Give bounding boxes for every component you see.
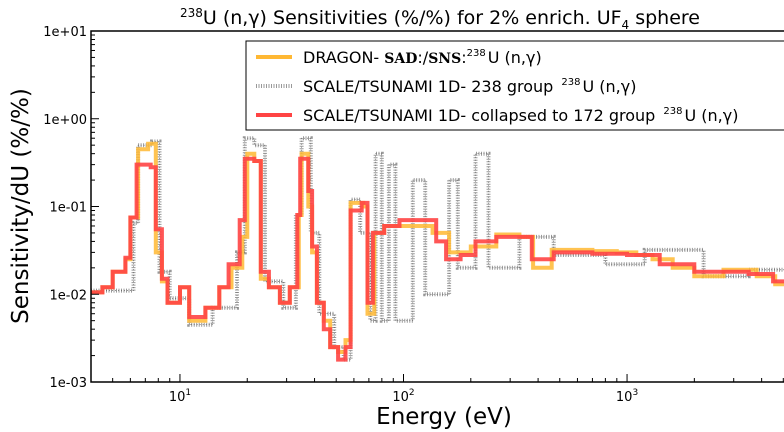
legend-label-scale172: SCALE/TSUNAMI 1D- collapsed to 172 group… — [303, 106, 738, 125]
series-line-dragon — [91, 141, 784, 354]
series-dragon — [91, 141, 784, 354]
y-tick-label: 1e-01 — [49, 201, 87, 216]
x-tick-label: 101 — [169, 388, 191, 405]
series-layer — [91, 136, 784, 362]
title-subscript: 4 — [622, 18, 630, 32]
series-line-scale172 — [91, 156, 784, 362]
y-tick-label: 1e-03 — [49, 376, 87, 391]
chart-title: 238U (n,γ) Sensitivities (%/%) for 2% en… — [180, 6, 700, 32]
y-tick-label: 1e+00 — [43, 113, 87, 128]
legend: DRAGON- SAD:/SNS:238 U (n,γ) SCALE/TSUNAM… — [245, 40, 784, 131]
x-axis-label: Energy (eV) — [376, 404, 512, 430]
x-tick-label: 102 — [392, 388, 414, 405]
legend-box — [245, 40, 784, 131]
ticks-layer: 1e+01 1e+00 1e-01 1e-02 1e-03 101 102 103 — [43, 25, 784, 405]
legend-label-dragon: DRAGON- SAD:/SNS:238 U (n,γ) — [303, 48, 542, 67]
title-main: U (n,γ) Sensitivities (%/%) for 2% enric… — [203, 7, 622, 29]
series-scale238 — [91, 136, 784, 362]
series-scale172 — [91, 156, 784, 362]
y-axis-label: Sensitivity/dU (%/%) — [8, 88, 34, 324]
y-tick-label: 1e-02 — [49, 288, 87, 303]
legend-label-scale238: SCALE/TSUNAMI 1D- 238 group 238 U (n,γ) — [303, 77, 636, 96]
title-suffix: sphere — [629, 7, 700, 29]
y-tick-label: 1e+01 — [43, 25, 87, 40]
x-tick-label: 103 — [616, 388, 638, 405]
series-line-scale238 — [91, 136, 784, 362]
title-prefix: 238 — [180, 6, 203, 20]
